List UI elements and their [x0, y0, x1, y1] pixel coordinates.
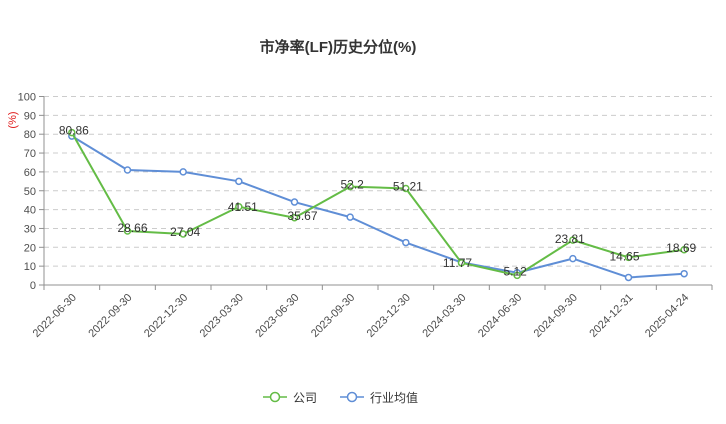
- x-axis-label: 2023-09-30: [309, 292, 357, 340]
- y-axis-tick-label: 30: [24, 223, 36, 235]
- x-axis-label: 2023-12-30: [365, 292, 413, 340]
- data-label-company: 27.04: [170, 225, 200, 239]
- data-point-company: [179, 230, 187, 238]
- y-axis-tick-label: 90: [24, 110, 36, 122]
- data-label-company: 28.66: [117, 221, 147, 235]
- series-line-company: [70, 131, 686, 277]
- data-label-company: 5.12: [503, 264, 527, 278]
- data-point-company: [235, 203, 243, 211]
- data-point-industry-average: [680, 269, 688, 278]
- x-axis-label: 2024-03-30: [420, 292, 468, 340]
- legend-item-company[interactable]: 公司: [262, 389, 317, 406]
- data-point-company: [290, 214, 299, 222]
- y-axis-tick-label: 10: [24, 261, 36, 273]
- data-point-company: [68, 128, 76, 137]
- x-axis-label: 2022-12-30: [142, 292, 190, 340]
- x-axis-label: 2023-06-30: [253, 292, 301, 340]
- data-point-industry-average: [624, 273, 633, 282]
- x-axis-label: 2025-04-24: [643, 292, 691, 340]
- y-axis-unit-label: (%): [7, 111, 19, 128]
- y-axis-tick-label: 100: [18, 92, 36, 104]
- data-point-industry-average: [123, 166, 132, 174]
- data-point-company: [569, 236, 577, 244]
- x-axis-label: 2024-12-31: [587, 292, 635, 340]
- chart-legend: 公司 行业均值: [0, 388, 703, 406]
- data-label-company: 35.67: [287, 209, 317, 223]
- x-axis-label: 2023-03-30: [198, 292, 246, 340]
- y-axis-tick-label: 20: [24, 242, 36, 254]
- x-axis-label: 2022-06-30: [31, 292, 79, 340]
- legend-marker-icon-company: [262, 391, 287, 403]
- data-point-company: [402, 184, 410, 193]
- data-point-company: [346, 182, 354, 191]
- legend-label-company: 公司: [292, 390, 317, 405]
- series-line-industry-average: [70, 135, 686, 279]
- data-label-company: 80.86: [59, 124, 89, 138]
- data-point-company: [624, 253, 633, 262]
- data-point-company: [123, 227, 132, 235]
- y-axis-tick-label: 80: [24, 129, 36, 141]
- data-point-industry-average: [179, 168, 187, 176]
- y-axis-tick-label: 60: [24, 167, 36, 179]
- data-point-industry-average: [235, 177, 243, 186]
- chart-title: 市净率(LF)历史分位(%): [259, 39, 417, 56]
- y-axis-tick-label: 50: [24, 186, 36, 198]
- y-axis-tick-label: 0: [30, 280, 36, 292]
- data-label-company: 11.77: [443, 256, 472, 270]
- y-axis-tick-label: 70: [24, 148, 36, 160]
- data-label-company: 52.2: [340, 178, 364, 192]
- data-point-company: [680, 246, 688, 254]
- data-point-company: [457, 259, 466, 267]
- data-point-industry-average: [346, 213, 354, 221]
- data-label-company: 14.65: [609, 249, 639, 263]
- x-axis-label: 2024-06-30: [476, 292, 524, 340]
- y-axis-tick-label: 40: [24, 205, 36, 217]
- data-label-company: 23.81: [555, 232, 585, 246]
- data-point-company: [513, 271, 521, 280]
- data-point-industry-average: [402, 238, 410, 247]
- x-axis-label: 2024-09-30: [532, 292, 580, 340]
- data-point-industry-average: [569, 254, 577, 263]
- data-label-company: 51.21: [393, 179, 423, 193]
- data-point-industry-average: [290, 198, 299, 206]
- data-label-company: 18.69: [666, 241, 696, 255]
- legend-marker-icon-industry-average: [340, 391, 364, 403]
- x-axis-label: 2022-09-30: [86, 292, 134, 340]
- data-label-company: 41.51: [228, 200, 258, 214]
- legend-label-industry-average: 行业均值: [370, 390, 419, 405]
- legend-item-industry-average[interactable]: 行业均值: [339, 389, 418, 406]
